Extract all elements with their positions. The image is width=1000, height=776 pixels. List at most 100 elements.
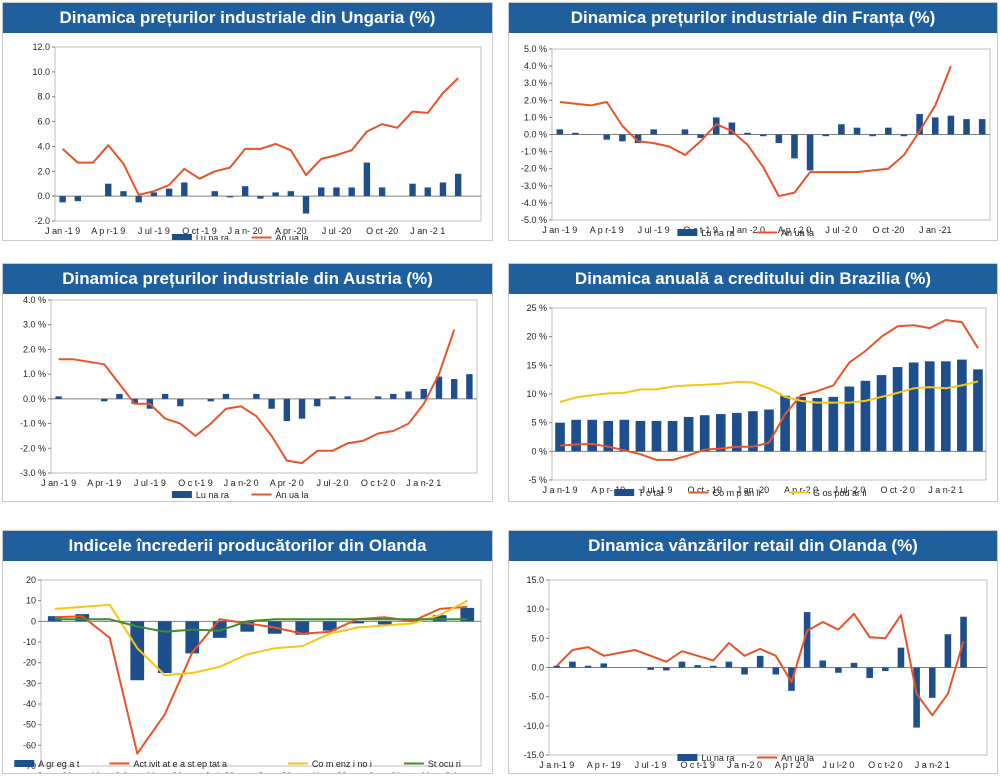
bar <box>860 380 871 452</box>
bar <box>978 119 986 135</box>
x-tick-label: J an -20 <box>737 485 770 495</box>
bar <box>161 393 169 399</box>
bar <box>318 187 325 197</box>
legend-swatch-bar <box>614 489 635 496</box>
bar <box>120 191 127 197</box>
bar <box>584 665 592 668</box>
plot-area <box>54 46 482 222</box>
series-line <box>61 77 459 196</box>
bar <box>222 393 230 399</box>
bar <box>420 388 427 399</box>
bar <box>822 134 830 137</box>
bar <box>866 667 873 678</box>
x-tick-label: J ul -2 0 <box>316 478 348 488</box>
bar <box>287 191 295 197</box>
x-tick-label: J ul -2 0 <box>833 485 865 495</box>
y-tick-label: 2.0 % <box>23 344 46 354</box>
bar <box>571 419 581 452</box>
bar <box>885 127 892 135</box>
y-tick-label: -30 <box>23 678 36 688</box>
bar <box>253 393 260 399</box>
y-tick-label: 15.0 <box>526 575 544 585</box>
panel-france-ppi: Dinamica prețurilor industriale din Fran… <box>508 2 998 241</box>
bar <box>207 398 214 402</box>
bar <box>973 369 983 452</box>
x-tick-label: J a n-2 0 <box>224 478 259 488</box>
bar <box>272 192 279 197</box>
x-tick-label: J u l-2 0 <box>822 760 854 770</box>
chart-svg-hungary: -2.0 0.0 2.0 4.0 6.0 8.0 10.0 12.0 J an -1 9 A p … <box>32 42 482 240</box>
bar <box>378 187 386 197</box>
y-tick-label: 4.0 % <box>524 61 547 71</box>
panel-netherlands-producer-confidence: Indicele încrederii producătorilor din O… <box>2 530 493 774</box>
x-tick-label: M ar -2 1 <box>422 771 458 773</box>
bar <box>348 187 355 197</box>
y-tick-label: 4.0 % <box>23 295 46 305</box>
y-tick-label: -3.0 % <box>20 468 46 478</box>
bar <box>764 409 774 452</box>
bar <box>390 393 397 399</box>
bar <box>572 132 579 135</box>
y-tick-label: 1.0 % <box>524 112 547 122</box>
bar <box>963 119 970 135</box>
y-tick-label: -5 % <box>528 475 547 485</box>
bar <box>322 621 337 631</box>
bar <box>439 182 447 197</box>
x-tick-label: J a n-21 <box>368 771 401 773</box>
bar <box>466 374 473 399</box>
y-tick-label: 1.0 % <box>23 369 46 379</box>
y-tick-label: 20 % <box>526 332 547 342</box>
bar <box>647 667 654 670</box>
y-tick-label: 10.0 <box>526 604 544 614</box>
bar <box>295 621 310 635</box>
bar <box>806 134 814 171</box>
legend-label: An ua la <box>781 753 814 763</box>
bar <box>587 419 598 452</box>
bar <box>715 414 726 452</box>
x-tick-label: A p r-1 9 <box>91 226 125 236</box>
chart-title: Dinamica prețurilor industriale din Fran… <box>509 3 997 33</box>
bar <box>177 398 184 407</box>
bar <box>55 396 62 399</box>
bar <box>838 124 845 135</box>
legend-label: T o tal <box>638 488 663 498</box>
bar <box>619 419 630 452</box>
bar <box>869 134 876 137</box>
bar <box>728 122 736 135</box>
y-tick-label: -2.0 <box>34 216 50 226</box>
bar <box>635 420 646 452</box>
bar <box>460 607 475 622</box>
x-tick-label: J an -1 9 <box>45 226 80 236</box>
panel-hungary-ppi: Dinamica prețurilor industriale din Unga… <box>2 2 493 241</box>
bar <box>634 134 642 144</box>
bar <box>424 187 431 197</box>
bar <box>75 614 90 622</box>
y-tick-label: -60 <box>23 740 36 750</box>
x-tick-label: A p r-1 9 <box>590 225 624 235</box>
bar <box>853 127 861 135</box>
bar <box>683 416 694 452</box>
bar <box>772 667 780 675</box>
chart-title: Dinamica prețurilor industriale din Unga… <box>3 3 492 33</box>
bar <box>940 361 951 452</box>
bar <box>302 196 310 214</box>
bar <box>603 134 611 140</box>
series-line <box>559 319 979 461</box>
series-line <box>559 380 979 404</box>
bar <box>59 196 66 203</box>
x-tick-label: J ul -1 9 <box>638 225 670 235</box>
y-tick-label: 20 <box>26 575 36 585</box>
y-tick-label: -2.0 % <box>521 164 547 174</box>
x-tick-label: M ay -20 <box>147 771 182 773</box>
y-tick-label: 0.0 % <box>524 130 547 140</box>
y-tick-label: 4.0 <box>37 141 50 151</box>
legend-label: An ua la <box>781 228 814 238</box>
bar <box>916 113 923 135</box>
bar <box>226 196 234 198</box>
bar <box>725 661 733 668</box>
bar <box>181 182 188 197</box>
bar <box>374 396 382 399</box>
bar <box>47 616 62 622</box>
bar <box>780 395 790 452</box>
y-tick-label: 10 <box>26 596 36 606</box>
